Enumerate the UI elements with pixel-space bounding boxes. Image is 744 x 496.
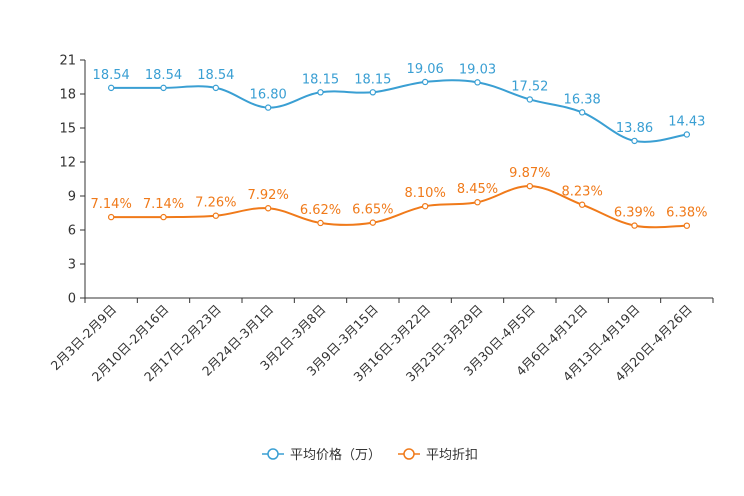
y-tick-label: 0 xyxy=(68,292,76,307)
discount-data-label: 8.45% xyxy=(457,182,498,197)
discount-data-label: 6.62% xyxy=(300,203,341,218)
discount-data-label: 7.26% xyxy=(195,196,236,211)
discount-point[interactable] xyxy=(107,213,115,221)
price-point[interactable] xyxy=(107,84,115,92)
price-data-label: 18.54 xyxy=(197,68,234,83)
price-point[interactable] xyxy=(631,137,638,145)
price-point[interactable] xyxy=(683,131,691,138)
discount-series-line xyxy=(111,185,687,229)
price-point[interactable] xyxy=(369,89,377,96)
price-data-label: 16.80 xyxy=(250,88,287,103)
price-point[interactable] xyxy=(474,79,481,86)
price-data-label: 13.86 xyxy=(616,121,653,136)
discount-data-label: 6.38% xyxy=(666,206,707,221)
discount-point[interactable] xyxy=(474,199,481,206)
price-data-label: 19.03 xyxy=(459,62,496,77)
discount-data-label: 9.87% xyxy=(509,166,550,181)
legend-discount-label: 平均折扣 xyxy=(426,448,478,463)
legend-price-label: 平均价格（万） xyxy=(290,447,381,463)
y-tick-label: 12 xyxy=(59,156,76,171)
y-tick-label: 15 xyxy=(59,122,76,137)
legend-item-discount[interactable]: 平均折扣 xyxy=(398,448,478,463)
data-labels: 18.54 18.54 18.54 16.80 18.15 18.15 19.06 19.03… xyxy=(91,62,708,221)
series-layer xyxy=(107,78,691,229)
discount-data-label: 8.23% xyxy=(562,185,603,200)
legend-price-marker-icon xyxy=(267,448,279,460)
y-tick-label: 9 xyxy=(68,190,76,205)
discount-point[interactable] xyxy=(264,205,272,212)
discount-data-label: 8.10% xyxy=(405,186,446,201)
legend-discount-marker-icon xyxy=(403,448,415,460)
discount-data-label: 6.39% xyxy=(614,206,655,221)
price-point[interactable] xyxy=(578,109,586,116)
discount-point[interactable] xyxy=(631,222,638,229)
discount-data-label: 7.14% xyxy=(91,197,132,212)
discount-point[interactable] xyxy=(421,202,429,210)
price-series-line xyxy=(111,79,687,143)
discount-point[interactable] xyxy=(160,213,167,221)
legend: 平均价格（万） 平均折扣 xyxy=(262,447,478,463)
price-data-label: 18.54 xyxy=(145,68,182,83)
price-point[interactable] xyxy=(160,84,167,92)
price-point[interactable] xyxy=(526,96,534,103)
price-data-label: 18.15 xyxy=(302,72,339,87)
price-data-label: 18.54 xyxy=(93,68,130,83)
discount-point[interactable] xyxy=(317,219,324,227)
price-point[interactable] xyxy=(421,78,429,86)
price-data-label: 19.06 xyxy=(407,62,444,77)
price-data-label: 17.52 xyxy=(511,79,548,94)
y-tick-label: 6 xyxy=(68,224,76,239)
discount-point[interactable] xyxy=(526,182,534,190)
y-tick-label: 3 xyxy=(68,258,76,273)
discount-point[interactable] xyxy=(683,222,691,229)
discount-point[interactable] xyxy=(578,201,586,208)
price-point[interactable] xyxy=(264,104,272,111)
discount-data-label: 7.92% xyxy=(248,188,289,203)
discount-point[interactable] xyxy=(369,219,377,226)
y-tick-label: 21 xyxy=(59,54,76,69)
discount-point[interactable] xyxy=(212,212,220,219)
price-point[interactable] xyxy=(317,89,324,96)
price-data-label: 14.43 xyxy=(668,114,705,129)
y-tick-label: 18 xyxy=(59,88,76,103)
legend-item-price[interactable]: 平均价格（万） xyxy=(262,447,381,463)
discount-data-label: 7.14% xyxy=(143,197,184,212)
price-data-label: 16.38 xyxy=(564,92,601,107)
discount-data-label: 6.65% xyxy=(352,203,393,218)
price-point[interactable] xyxy=(212,84,220,92)
price-data-label: 18.15 xyxy=(354,72,391,87)
